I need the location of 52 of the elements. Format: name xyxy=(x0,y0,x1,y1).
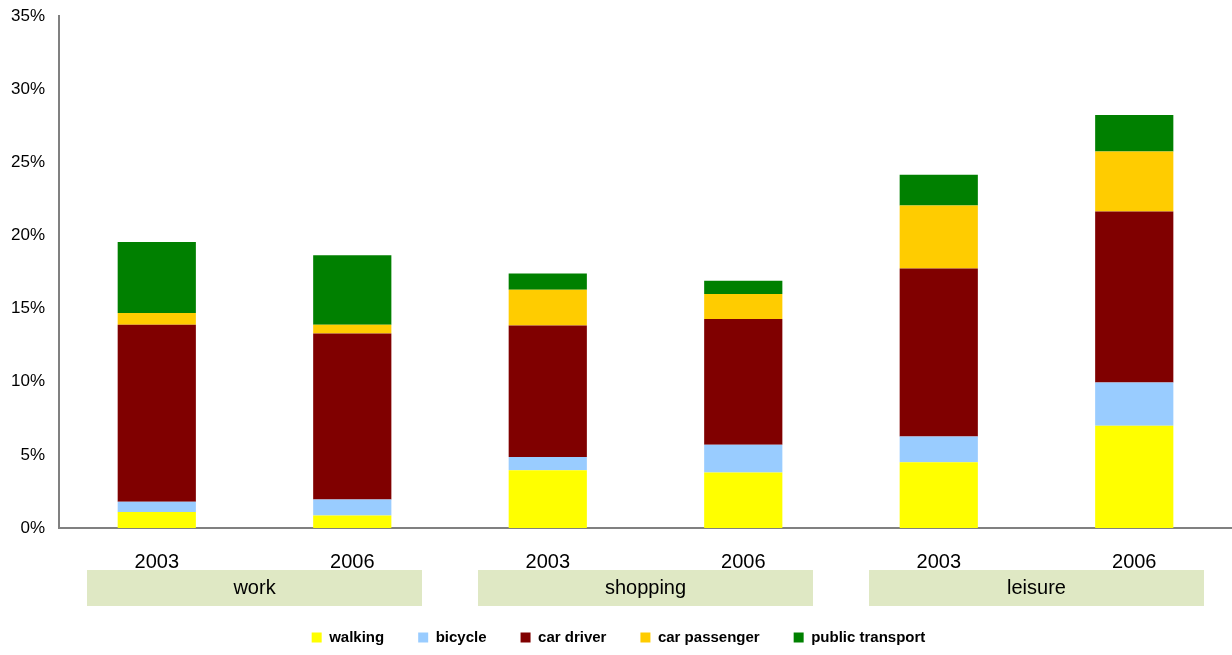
y-tick-label: 5% xyxy=(20,444,46,464)
bar xyxy=(313,333,392,500)
bar xyxy=(1095,382,1174,426)
x-tick-label: 2003 xyxy=(134,549,180,572)
text: shopping xyxy=(604,575,687,598)
bar xyxy=(899,205,978,269)
bar xyxy=(117,511,196,528)
x-tick-label: 2003 xyxy=(525,549,571,572)
bar xyxy=(899,462,978,528)
y-tick-label: 30% xyxy=(10,79,46,98)
text: work xyxy=(232,575,277,598)
legend-label: car driver xyxy=(538,627,607,645)
bar xyxy=(704,294,783,319)
bar xyxy=(508,273,587,290)
bar xyxy=(313,255,392,325)
bar xyxy=(704,280,783,295)
y-tick-label: 15% xyxy=(10,298,46,318)
bar xyxy=(117,501,196,512)
y-tick-label: 0% xyxy=(20,517,46,537)
bar xyxy=(1095,211,1174,383)
bar xyxy=(899,174,978,206)
bar xyxy=(508,325,587,458)
bar xyxy=(117,242,196,314)
bar xyxy=(117,324,196,502)
bar xyxy=(1095,151,1174,212)
x-tick-label: 2003 xyxy=(916,549,962,572)
y-tick-label: 25% xyxy=(10,152,46,172)
bar xyxy=(313,499,392,516)
bar xyxy=(899,436,978,463)
bar xyxy=(1095,425,1174,528)
bar xyxy=(508,289,587,326)
bar xyxy=(117,313,196,325)
text: leisure xyxy=(1007,575,1066,598)
bar xyxy=(1095,114,1174,152)
bar xyxy=(704,472,783,528)
bar xyxy=(313,515,392,528)
y-tick-label: 10% xyxy=(10,371,46,391)
bar xyxy=(704,444,783,473)
legend-label: public transport xyxy=(811,627,926,645)
x-tick-label: 2006 xyxy=(1112,549,1157,572)
bar xyxy=(899,268,978,437)
bar xyxy=(508,470,587,528)
bar xyxy=(704,318,783,445)
bar xyxy=(508,457,587,471)
legend-label: walking xyxy=(328,627,385,645)
y-tick-label: 20% xyxy=(10,225,46,245)
legend-label: bicycle xyxy=(435,627,487,645)
y-tick-label: 35% xyxy=(10,5,46,25)
legend-label: car passenger xyxy=(657,627,760,645)
x-tick-label: 2006 xyxy=(330,549,375,572)
bar xyxy=(313,324,392,334)
x-tick-label: 2006 xyxy=(721,549,766,572)
